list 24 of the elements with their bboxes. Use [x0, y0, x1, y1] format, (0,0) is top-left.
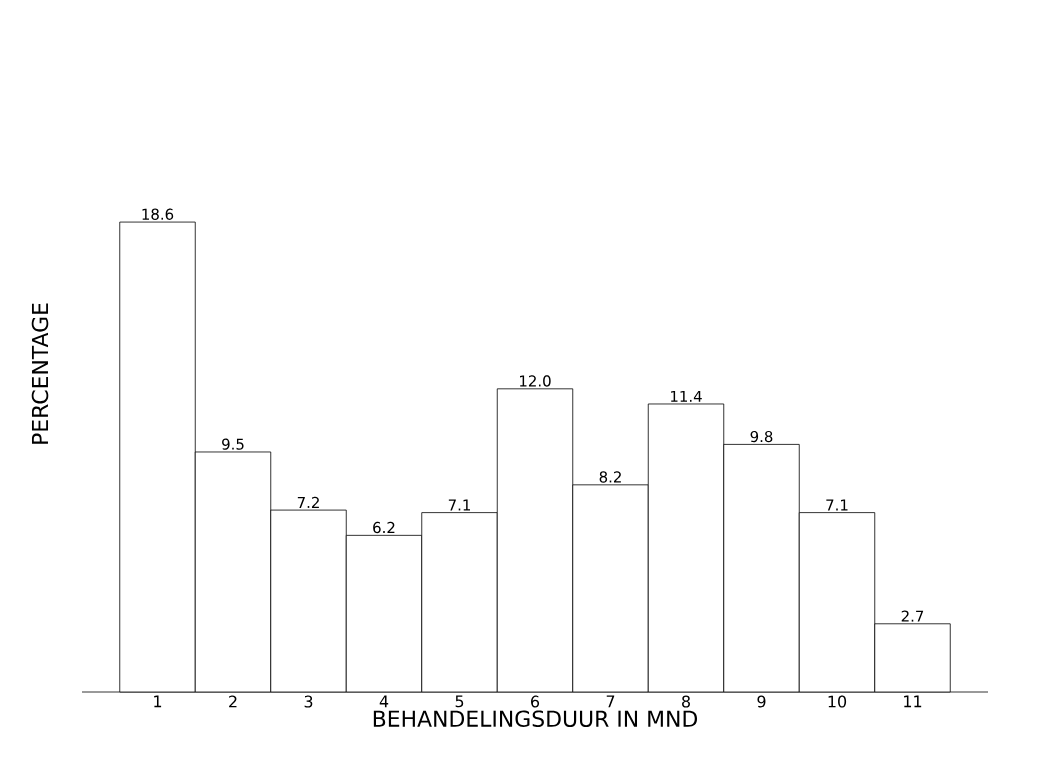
x-tick-label: 5: [455, 695, 464, 708]
data-label: 12.0: [520, 375, 551, 387]
x-tick-label: 2: [229, 695, 237, 708]
data-label: 9.8: [750, 430, 773, 443]
data-label: 7.2: [297, 496, 319, 508]
x-tick-label: 6: [531, 695, 540, 708]
x-axis-title: BEHANDELINGSDUUR IN MND: [373, 710, 698, 727]
x-tick-label: 7: [606, 695, 615, 708]
x-tick-label: 3: [304, 695, 313, 708]
x-tick-label: 10: [828, 695, 847, 708]
x-tick-label: 4: [379, 695, 389, 708]
data-label: 8.2: [599, 471, 621, 483]
data-label: 18.6: [142, 208, 174, 220]
data-label: 7.1: [826, 499, 848, 511]
x-tick-label: 9: [757, 695, 766, 708]
data-label: 2.7: [901, 610, 924, 622]
x-tick-label: 1: [154, 695, 162, 708]
x-tick-label: 11: [904, 695, 922, 708]
x-tick-label: 8: [682, 695, 690, 708]
data-label: 7.1: [448, 499, 470, 511]
data-label: 9.5: [222, 438, 244, 450]
y-axis-title: PERCENTAGE: [31, 303, 49, 444]
data-label: 6.2: [373, 521, 395, 534]
data-label: 11.4: [671, 390, 702, 402]
